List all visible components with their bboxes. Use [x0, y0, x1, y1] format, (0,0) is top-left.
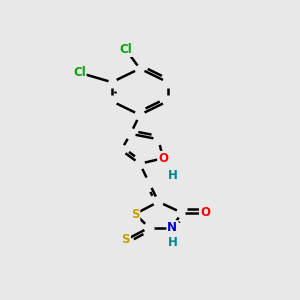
Text: S: S [131, 208, 140, 220]
Text: O: O [158, 152, 168, 165]
Text: Cl: Cl [119, 43, 132, 56]
Text: N: N [167, 221, 177, 234]
Text: H: H [167, 236, 177, 249]
Text: Cl: Cl [73, 66, 86, 79]
Text: S: S [122, 233, 130, 246]
Text: H: H [167, 169, 177, 182]
Text: O: O [200, 206, 210, 219]
